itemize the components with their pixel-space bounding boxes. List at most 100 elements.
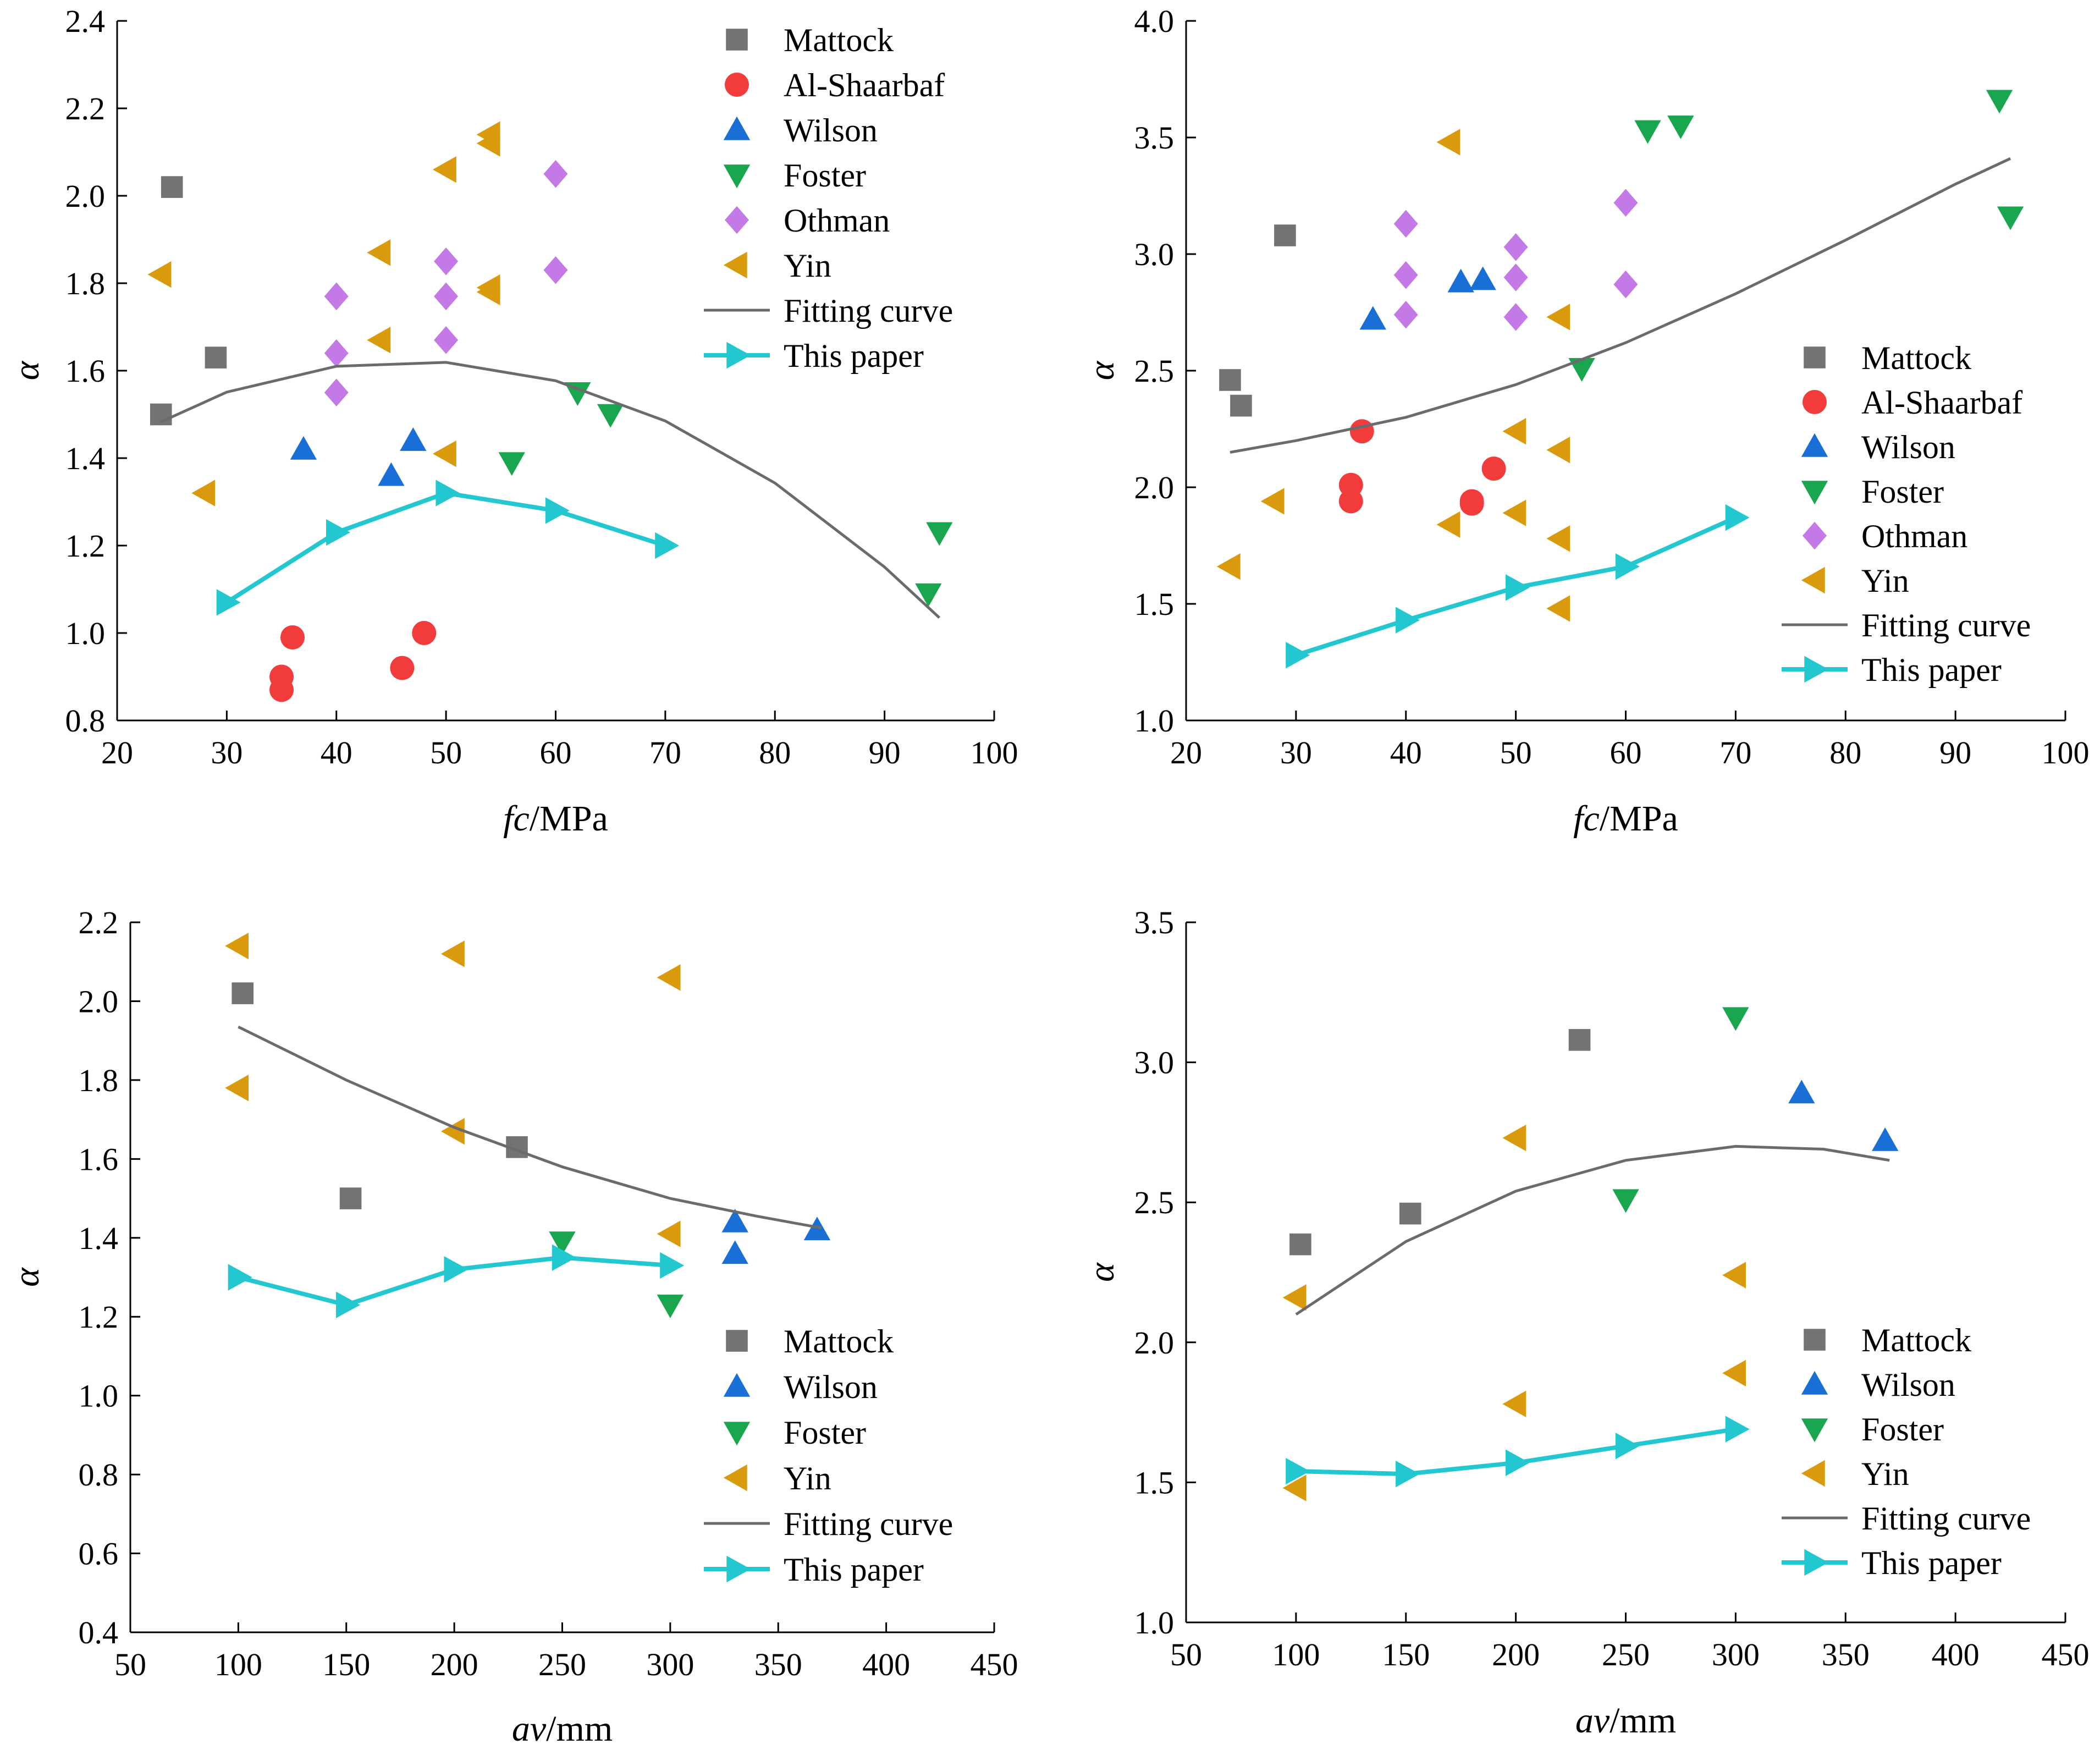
legend-label: Yin [784, 1460, 831, 1496]
chart-panel-bottom-right: 50 100 150 200 250 300 350 400 450 1.0 1.5 2.0 2.5 3.… [1082, 905, 2090, 1741]
y-axis-label: α [7, 1267, 47, 1287]
foster-point [1722, 1007, 1749, 1031]
legend-swatch [1801, 566, 1825, 594]
al-shaarbaf-point [1459, 491, 1484, 516]
y-tick-label: 1.8 [79, 1063, 119, 1098]
y-tick-label: 2.5 [1134, 1185, 1175, 1220]
mattock-point [232, 982, 254, 1004]
x-axis-label-variable: fc [1573, 799, 1600, 839]
x-tick-label: 150 [1382, 1637, 1430, 1672]
legend-item-foster: Foster [1801, 1411, 1944, 1448]
foster-point [915, 583, 942, 607]
x-tick-label: 20 [101, 735, 133, 771]
fitting-curve-line [160, 361, 940, 619]
y-tick-label: 1.4 [79, 1220, 119, 1256]
this-paper-point [552, 1244, 576, 1271]
this-paper-point [1396, 1460, 1420, 1488]
mattock-point [339, 1187, 362, 1209]
legend-item-yin: Yin [1801, 563, 1909, 599]
legend-item-othman: Othman [1803, 518, 1967, 554]
this-paper-point [436, 480, 460, 507]
wilson-point [1359, 306, 1386, 330]
wilson-point [721, 1240, 748, 1264]
series-othman [1393, 189, 1638, 331]
legend-label: Fitting curve [784, 293, 953, 329]
this-paper-point [228, 1264, 252, 1291]
y-tick-label: 2.0 [65, 178, 106, 214]
x-tick-label: 450 [2042, 1637, 2090, 1672]
x-tick-label: 450 [971, 1647, 1018, 1682]
y-tick-label: 1.6 [79, 1141, 119, 1177]
this-paper-point [1505, 574, 1530, 601]
legend-item-mattock: Mattock [1804, 1322, 1971, 1358]
series-foster [549, 1231, 684, 1318]
this-paper-point [1505, 1449, 1530, 1476]
yin-point [1260, 488, 1285, 515]
othman-point [1503, 233, 1528, 261]
yin-point [440, 1118, 465, 1145]
othman-point [1393, 300, 1418, 329]
y-tick-label: 1.4 [65, 441, 106, 476]
legend-label: Foster [784, 1415, 866, 1451]
x-tick-label: 50 [114, 1647, 146, 1682]
yin-point [1546, 595, 1570, 622]
series-this-paper [1286, 1416, 1750, 1488]
legend-item-othman: Othman [725, 202, 890, 239]
series-mattock [150, 176, 227, 426]
legend-label: This paper [1861, 652, 2002, 688]
wilson-point [721, 1208, 748, 1232]
legend-swatch [1804, 346, 1826, 368]
legend-item-yin: Yin [1801, 1456, 1909, 1492]
yin-point [1722, 1360, 1746, 1387]
mattock-point [161, 176, 183, 198]
legend-swatch-marker [726, 1555, 751, 1583]
legend-label: Yin [1861, 1456, 1909, 1492]
yin-point [657, 1220, 681, 1247]
x-tick-label: 100 [214, 1647, 262, 1682]
legend-label: Mattock [784, 1323, 894, 1360]
series-this-paper [1286, 504, 1750, 669]
yin-point [1502, 1390, 1526, 1418]
y-tick-label: 4.0 [1134, 3, 1175, 39]
yin-point [657, 964, 681, 991]
x-axis-label-unit: /MPa [530, 799, 608, 839]
series-mattock [1289, 1029, 1591, 1256]
othman-point [1503, 303, 1528, 331]
legend-item-yin: Yin [723, 247, 831, 284]
y-tick-label: 1.5 [1134, 1465, 1175, 1500]
x-tick-label: 30 [211, 735, 242, 771]
legend-label: Fitting curve [1861, 1500, 2031, 1537]
y-tick-label: 1.0 [1134, 703, 1175, 739]
wilson-point [378, 462, 405, 486]
mattock-point [1219, 369, 1241, 391]
fitting-curve-line [238, 1025, 822, 1230]
yin-point [1502, 499, 1526, 526]
wilson-point [290, 436, 317, 460]
legend-label: This paper [784, 338, 924, 374]
x-tick-label: 70 [649, 735, 681, 771]
legend-item-fitting-curve: Fitting curve [704, 293, 953, 329]
this-paper-line [225, 491, 666, 604]
legend-item-yin: Yin [723, 1460, 831, 1496]
al-shaarbaf-point [1349, 419, 1374, 444]
x-axis-label: fc/MPa [503, 799, 608, 839]
legend-swatch [1804, 1329, 1826, 1351]
y-tick-label: 2.2 [79, 905, 119, 940]
x-tick-label: 50 [430, 735, 462, 771]
legend-swatch-marker [726, 342, 751, 369]
legend-item-wilson: Wilson [723, 112, 878, 148]
series-wilson [290, 427, 427, 486]
legend-label: Yin [784, 247, 831, 284]
yin-point [225, 1075, 249, 1102]
yin-point [432, 440, 456, 467]
legend-label: Foster [784, 157, 866, 194]
legend-item-al-shaarbaf: Al-Shaarbaf [1803, 384, 2022, 421]
mattock-point [1568, 1029, 1591, 1051]
y-tick-label: 1.5 [1134, 586, 1175, 622]
legend-item-wilson: Wilson [723, 1369, 878, 1405]
this-paper-point [660, 1252, 685, 1279]
legend-label: Fitting curve [784, 1506, 953, 1542]
x-tick-label: 30 [1280, 735, 1312, 771]
legend-item-mattock: Mattock [726, 1323, 894, 1360]
y-tick-label: 0.6 [79, 1536, 119, 1572]
